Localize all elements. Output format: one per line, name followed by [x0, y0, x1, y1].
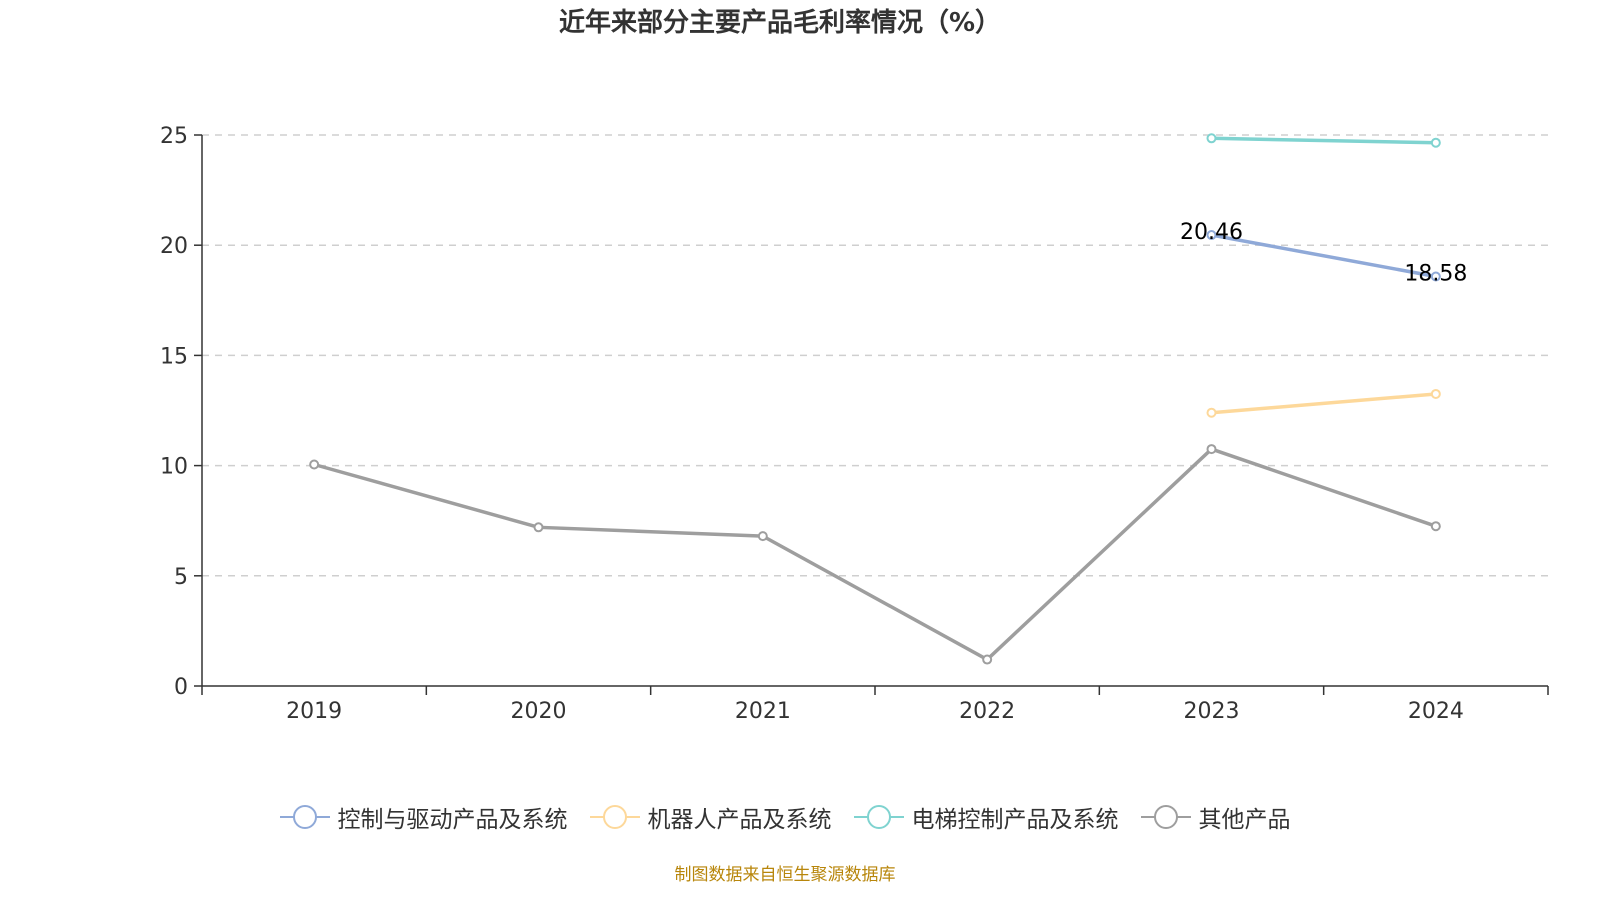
y-tick-label: 5: [174, 565, 188, 590]
legend: 控制与驱动产品及系统 机器人产品及系统 电梯控制产品及系统 其他产品: [0, 800, 1570, 834]
data-point: [1430, 137, 1441, 148]
legend-swatch-icon: [1140, 805, 1191, 829]
data-labels: 20.46 18.58: [1180, 220, 1467, 286]
line-chart: 0 5 10 15 20 25 2019 2020 2021 2022 2023 2024 20.46…: [160, 124, 1549, 724]
data-point: [1206, 230, 1217, 241]
data-point: [1206, 444, 1217, 455]
x-tick-label: 2020: [511, 699, 567, 724]
data-point: [533, 522, 544, 533]
legend-item[interactable]: 控制与驱动产品及系统: [279, 800, 568, 834]
source-note: 制图数据来自恒生聚源数据库: [674, 865, 896, 885]
data-point: [1430, 271, 1441, 282]
x-tick-label: 2022: [959, 699, 1015, 724]
x-tick-label: 2024: [1408, 699, 1464, 724]
series-line: [1211, 392, 1436, 415]
legend-swatch-icon: [279, 805, 330, 829]
x-tick-label: 2019: [286, 699, 342, 724]
data-point: [1206, 133, 1217, 144]
y-tick-label: 0: [174, 675, 188, 700]
series-line: [1211, 136, 1436, 145]
legend-label: 电梯控制产品及系统: [911, 807, 1119, 833]
series-line: [313, 447, 1437, 662]
legend-label: 其他产品: [1198, 807, 1291, 833]
grid-lines: [202, 134, 1548, 577]
x-tick-label: 2021: [735, 699, 791, 724]
data-point: [1206, 407, 1217, 418]
legend-label: 控制与驱动产品及系统: [337, 807, 568, 833]
data-point: [982, 654, 993, 665]
data-label: 20.46: [1180, 220, 1243, 245]
x-tick-label: 2023: [1184, 699, 1240, 724]
series-line: [1211, 233, 1437, 279]
y-tick-label: 25: [160, 124, 188, 149]
legend-item[interactable]: 电梯控制产品及系统: [853, 800, 1119, 834]
axes: 0 5 10 15 20 25 2019 2020 2021 2022 2023 2024: [160, 124, 1549, 724]
y-tick-label: 10: [160, 455, 188, 480]
legend-swatch-icon: [589, 805, 640, 829]
y-tick-label: 15: [160, 344, 188, 369]
data-point: [309, 459, 320, 470]
data-point: [1430, 521, 1441, 532]
y-tick-label: 20: [160, 234, 188, 259]
data-point: [757, 531, 768, 542]
legend-item[interactable]: 机器人产品及系统: [589, 800, 832, 834]
legend-item[interactable]: 其他产品: [1140, 800, 1291, 834]
data-point: [1430, 388, 1441, 399]
chart-title: 近年来部分主要产品毛利率情况（%）: [558, 8, 1002, 38]
series-lines: [309, 133, 1441, 665]
legend-label: 机器人产品及系统: [647, 807, 832, 833]
legend-swatch-icon: [853, 805, 904, 829]
data-label: 18.58: [1404, 261, 1467, 286]
